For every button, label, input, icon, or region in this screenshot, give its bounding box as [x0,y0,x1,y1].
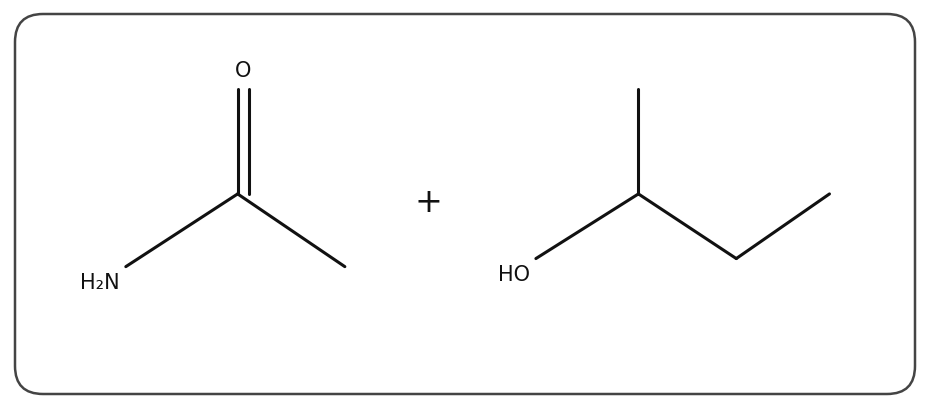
Text: H₂N: H₂N [80,273,120,292]
Text: O: O [235,61,252,81]
Text: HO: HO [498,265,530,284]
Text: +: + [415,185,443,219]
